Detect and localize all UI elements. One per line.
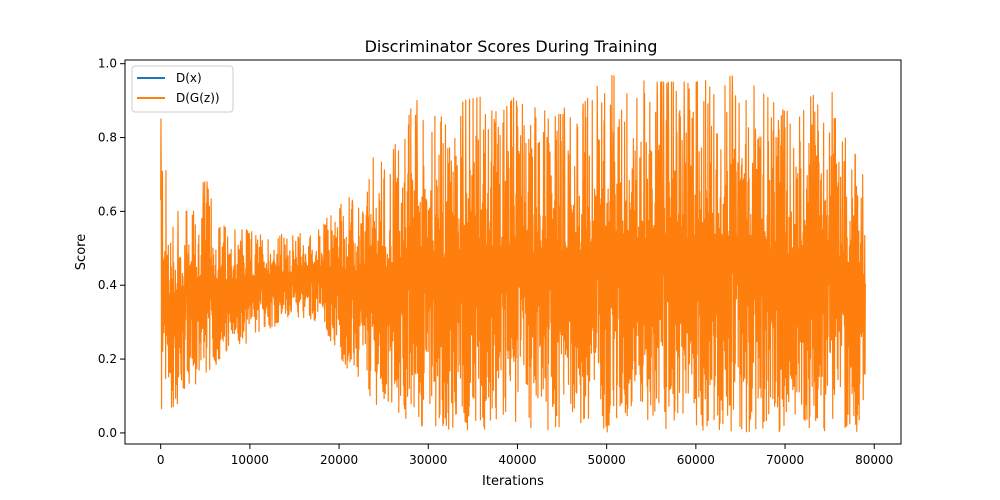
x-tick-label: 50000 (588, 453, 626, 467)
x-axis: 0 10000 20000 30000 40000 50000 60000 70000 8000… (157, 444, 893, 467)
x-tick-label: 60000 (677, 453, 715, 467)
x-tick-label: 0 (157, 453, 165, 467)
y-tick-label: 0.4 (98, 278, 117, 292)
y-tick-label: 0.2 (98, 352, 117, 366)
chart-title: Discriminator Scores During Training (365, 37, 658, 56)
x-axis-title: Iterations (482, 474, 544, 489)
y-axis: 0.0 0.2 0.4 0.6 0.8 1.0 (98, 57, 125, 440)
plot-frame (124, 59, 902, 445)
plot-area (124, 59, 902, 445)
x-tick-label: 70000 (766, 453, 804, 467)
y-tick-label: 0.0 (98, 426, 117, 440)
series-layer (160, 75, 866, 433)
x-tick-label: 30000 (409, 453, 447, 467)
x-tick-label: 10000 (231, 453, 269, 467)
y-tick-label: 1.0 (98, 57, 117, 71)
x-tick-label: 20000 (320, 453, 358, 467)
series-line-1 (160, 75, 866, 433)
y-axis-title: Score (74, 234, 89, 270)
x-tick-label: 40000 (498, 453, 536, 467)
legend-label-1: D(G(z)) (176, 91, 220, 105)
legend: D(x) D(G(z)) (131, 65, 234, 113)
legend-label-0: D(x) (176, 71, 202, 85)
y-tick-label: 0.8 (98, 131, 117, 145)
x-tick-label: 80000 (855, 453, 893, 467)
y-tick-label: 0.6 (98, 204, 117, 218)
